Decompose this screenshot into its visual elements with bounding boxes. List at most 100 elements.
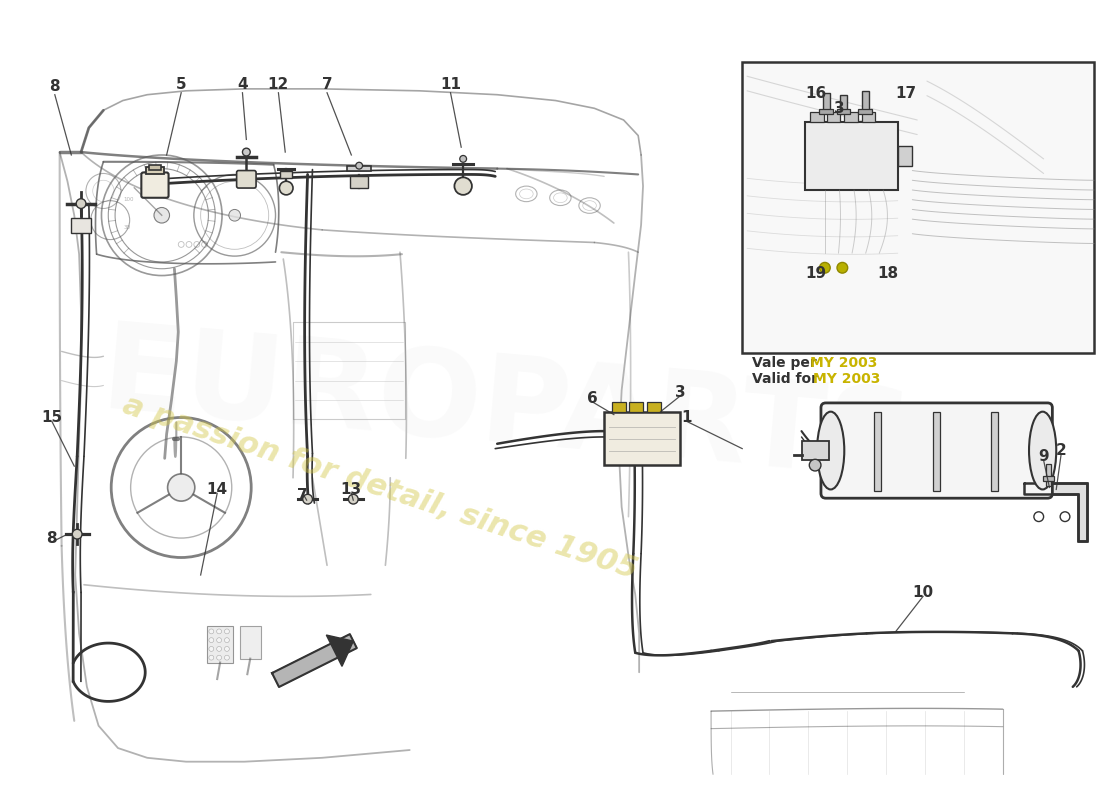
Text: 9: 9 [1038,449,1049,464]
Bar [150,165,161,170]
Circle shape [217,646,221,651]
Ellipse shape [817,412,845,490]
Circle shape [229,210,241,221]
Text: 3: 3 [834,101,845,116]
Bar [604,412,680,465]
Circle shape [810,459,821,471]
Bar [827,112,840,122]
Circle shape [209,638,213,642]
Circle shape [224,655,229,660]
Text: Valid for: Valid for [752,372,823,386]
Text: EUROPARTS: EUROPARTS [97,316,917,503]
Bar [240,626,261,658]
Text: 200: 200 [144,178,154,183]
Text: 11: 11 [440,77,461,91]
Bar [146,166,164,174]
Text: 2: 2 [1056,443,1067,458]
FancyBboxPatch shape [821,403,1053,498]
Bar [823,93,829,112]
Bar [280,170,292,178]
Text: 3: 3 [674,385,685,400]
Circle shape [209,629,213,634]
Circle shape [454,178,472,195]
Circle shape [820,262,830,273]
Circle shape [279,182,293,195]
Text: 14: 14 [207,482,228,497]
Bar [208,626,233,662]
Bar [802,441,828,460]
Bar [72,218,91,233]
FancyBboxPatch shape [141,173,168,198]
Ellipse shape [1028,412,1056,490]
Polygon shape [272,634,356,687]
Circle shape [355,162,363,169]
Circle shape [217,655,221,660]
Polygon shape [1024,482,1088,541]
Polygon shape [327,635,353,666]
Text: 240: 240 [156,176,167,181]
Circle shape [224,646,229,651]
Text: MY 2003: MY 2003 [811,356,878,370]
Bar [612,402,626,412]
Bar [861,91,869,112]
Bar [1046,464,1052,486]
Circle shape [1034,512,1044,522]
Bar [858,110,871,114]
Bar [861,112,876,122]
Bar [348,166,371,170]
Bar [898,146,912,166]
Circle shape [1060,512,1070,522]
Text: 10: 10 [913,585,934,600]
Polygon shape [272,634,356,687]
Text: 100: 100 [123,197,133,202]
Bar [1043,476,1054,481]
Circle shape [349,494,359,504]
Bar [874,412,881,491]
Circle shape [302,494,312,504]
Circle shape [224,629,229,634]
Text: 19: 19 [805,266,827,281]
Text: 7: 7 [297,488,308,502]
Text: 12: 12 [267,77,289,91]
Circle shape [217,629,221,634]
Bar [805,122,898,190]
Text: 1: 1 [682,410,692,425]
Text: 5: 5 [176,77,187,91]
Bar [351,176,367,188]
Text: 8: 8 [46,530,57,546]
Circle shape [837,262,848,273]
Bar [820,110,833,114]
Text: a passion for detail, since 1905: a passion for detail, since 1905 [120,390,641,585]
Text: 6: 6 [587,390,597,406]
Text: 7: 7 [321,77,332,91]
Circle shape [209,646,213,651]
Text: 17: 17 [895,86,916,102]
Bar [647,402,660,412]
Text: 15: 15 [42,410,63,425]
Text: 30: 30 [123,226,131,230]
Bar [840,94,847,112]
Circle shape [224,638,229,642]
Bar [933,412,939,491]
Bar [845,112,858,122]
Circle shape [73,530,82,539]
Text: 16: 16 [805,86,827,102]
Text: MY 2003: MY 2003 [813,372,881,386]
Bar [629,402,644,412]
Circle shape [209,655,213,660]
Circle shape [242,148,250,156]
Circle shape [460,155,466,162]
Circle shape [154,207,169,223]
Bar [742,62,1094,354]
Circle shape [167,474,195,501]
Bar [836,110,850,114]
FancyBboxPatch shape [236,170,256,188]
Circle shape [217,638,221,642]
Text: 4: 4 [238,77,248,91]
Bar [811,112,824,122]
Text: 8: 8 [50,79,60,94]
Circle shape [76,198,86,209]
Bar [991,412,998,491]
Text: 13: 13 [341,482,362,497]
Text: 18: 18 [878,266,899,281]
